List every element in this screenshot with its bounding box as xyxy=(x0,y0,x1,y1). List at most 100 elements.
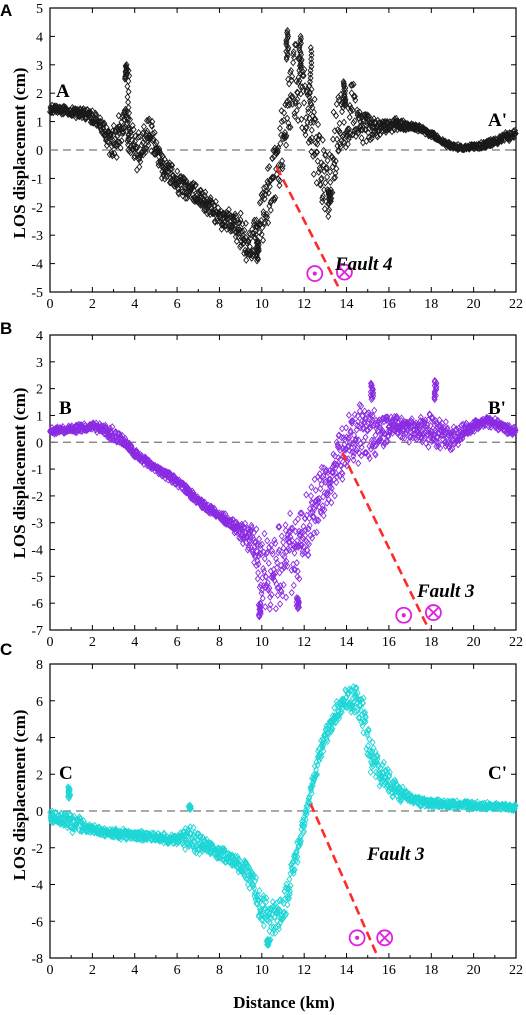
data-point xyxy=(349,416,356,425)
data-point xyxy=(351,117,358,125)
data-point xyxy=(254,223,261,232)
data-point xyxy=(374,752,381,760)
data-point xyxy=(297,530,304,539)
data-point xyxy=(179,188,186,196)
data-point xyxy=(239,231,246,240)
into-page-symbol xyxy=(424,604,442,621)
data-point xyxy=(368,115,375,124)
data-point xyxy=(291,565,298,574)
data-point xyxy=(512,126,518,135)
data-point xyxy=(386,768,393,777)
data-point xyxy=(265,219,272,227)
data-point xyxy=(283,132,290,140)
data-point xyxy=(323,735,330,744)
data-point xyxy=(383,766,390,775)
data-point xyxy=(278,117,285,126)
data-point xyxy=(259,594,266,603)
data-point xyxy=(437,444,444,452)
out-of-page-dot xyxy=(401,613,406,618)
data-point xyxy=(149,122,155,130)
x-tick-label-b: 14 xyxy=(340,635,354,650)
data-point xyxy=(246,541,253,549)
data-point xyxy=(330,135,336,143)
data-point xyxy=(333,697,340,706)
data-point xyxy=(287,123,294,132)
data-point xyxy=(384,437,391,446)
data-point xyxy=(353,446,360,454)
data-point xyxy=(262,212,269,221)
data-point xyxy=(267,206,274,214)
data-point xyxy=(299,536,305,544)
data-point xyxy=(144,127,151,135)
data-point xyxy=(166,178,173,187)
data-point xyxy=(225,205,232,214)
data-point xyxy=(232,210,239,218)
data-point xyxy=(285,119,292,127)
y-tick-label-b: -6 xyxy=(31,597,43,612)
data-point xyxy=(243,874,250,883)
data-point xyxy=(280,544,287,552)
data-point xyxy=(136,153,143,162)
data-point xyxy=(356,407,363,415)
data-point xyxy=(247,230,254,239)
data-point xyxy=(109,150,115,158)
data-point xyxy=(183,177,190,186)
data-point xyxy=(113,153,120,162)
data-point xyxy=(444,424,451,432)
data-point xyxy=(263,573,270,581)
data-point xyxy=(276,176,283,185)
data-point xyxy=(273,908,279,917)
data-point xyxy=(398,796,405,804)
y-axis-label-b: LOS displacement (cm) xyxy=(10,388,29,559)
data-point xyxy=(279,565,285,574)
data-point xyxy=(308,47,315,56)
data-point xyxy=(127,115,133,124)
x-tick-label-a: 10 xyxy=(255,297,269,312)
data-point xyxy=(314,495,321,504)
data-point xyxy=(352,689,359,698)
data-point xyxy=(279,591,286,600)
x-tick-label-b: 18 xyxy=(424,635,438,650)
data-point xyxy=(512,802,519,810)
data-point xyxy=(298,509,305,517)
data-point xyxy=(266,584,273,592)
data-point xyxy=(307,118,314,127)
data-point xyxy=(321,186,328,194)
data-point xyxy=(289,536,296,545)
data-point xyxy=(315,516,322,525)
data-point xyxy=(319,473,325,481)
data-point xyxy=(371,114,377,123)
data-point xyxy=(262,583,269,591)
data-point xyxy=(297,509,304,517)
data-point xyxy=(311,95,318,104)
data-point xyxy=(347,438,353,446)
data-point xyxy=(268,590,275,599)
data-point xyxy=(406,438,412,446)
data-point xyxy=(87,109,94,117)
x-tick-label-a: 22 xyxy=(509,297,523,312)
data-point xyxy=(422,428,428,437)
data-point xyxy=(249,251,256,260)
data-point xyxy=(341,85,348,94)
data-point xyxy=(264,578,271,587)
data-point xyxy=(329,153,336,161)
data-point xyxy=(384,413,391,421)
data-point xyxy=(511,130,518,138)
data-point xyxy=(251,216,258,225)
data-point xyxy=(512,129,519,138)
x-tick-label-a: 12 xyxy=(297,297,311,312)
data-point xyxy=(308,59,315,67)
data-point xyxy=(126,147,133,155)
data-point xyxy=(254,575,261,583)
data-point xyxy=(358,402,365,410)
data-point xyxy=(320,511,327,520)
data-point xyxy=(277,139,284,148)
y-tick-label-b: 4 xyxy=(36,329,43,344)
data-point xyxy=(325,495,332,504)
data-point xyxy=(367,135,374,144)
x-tick-label-b: 12 xyxy=(297,635,311,650)
x-tick-label-b: 6 xyxy=(174,635,181,650)
data-point xyxy=(351,448,358,457)
data-point xyxy=(120,129,127,137)
